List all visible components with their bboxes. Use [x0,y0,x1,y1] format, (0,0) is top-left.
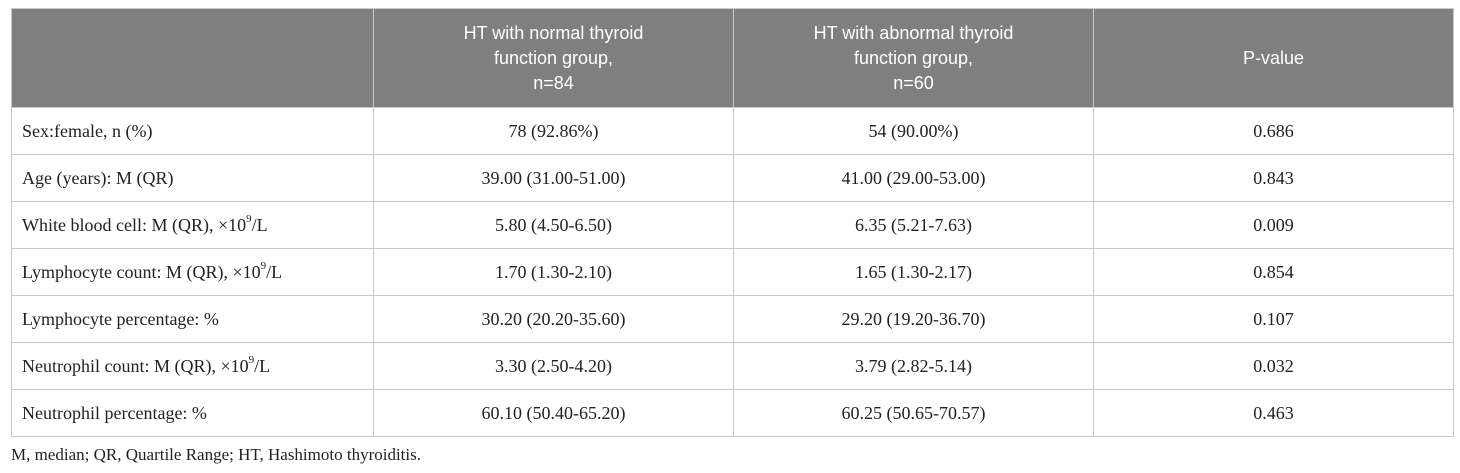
comparison-table: HT with normal thyroid function group, n… [11,8,1454,437]
table-row: Sex:female, n (%) 78 (92.86%) 54 (90.00%) 0… [11,107,1454,155]
p-value: 0.463 [1093,389,1454,437]
row-label-text: Sex:female, n (%) [22,120,153,141]
abnormal-group-value: 54 (90.00%) [733,107,1094,155]
table-row: Lymphocyte percentage: % 30.20 (20.20-35.… [11,295,1454,343]
p-value: 0.107 [1093,295,1454,343]
row-label: Lymphocyte percentage: % [11,295,374,343]
header-abnormal-line-1: HT with abnormal thyroid [813,22,1014,43]
header-empty-cell [11,8,374,108]
row-label: Sex:female, n (%) [11,107,374,155]
row-label-unit: /L [254,355,271,376]
row-label-text: White blood cell: M (QR), ×10 [22,214,247,235]
table-row: Neutrophil percentage: % 60.10 (50.40-65.… [11,389,1454,437]
p-value: 0.854 [1093,248,1454,296]
normal-group-value: 60.10 (50.40-65.20) [373,389,734,437]
abnormal-group-value: 41.00 (29.00-53.00) [733,154,1094,202]
row-label-text: Lymphocyte count: M (QR), ×10 [22,261,261,282]
header-normal-line-3: n=84 [533,72,574,93]
row-label: Age (years): M (QR) [11,154,374,202]
normal-group-value: 3.30 (2.50-4.20) [373,342,734,390]
header-abnormal-group: HT with abnormal thyroid function group,… [733,8,1094,108]
row-label: Neutrophil count: M (QR), ×109/L [11,342,374,390]
row-label-text: Age (years): M (QR) [22,167,174,188]
normal-group-value: 78 (92.86%) [373,107,734,155]
normal-group-value: 30.20 (20.20-35.60) [373,295,734,343]
row-label-unit: /L [266,261,283,282]
row-label-exponent: 9 [248,353,255,366]
table-row: Neutrophil count: M (QR), ×109/L 3.30 (2.… [11,342,1454,390]
abnormal-group-value: 3.79 (2.82-5.14) [733,342,1094,390]
header-normal-line-2: function group, [493,47,614,68]
header-abnormal-line-2: function group, [853,47,974,68]
p-value: 0.009 [1093,201,1454,249]
table-body: Sex:female, n (%) 78 (92.86%) 54 (90.00%) 0… [11,107,1454,437]
row-label-unit: /L [251,214,268,235]
row-label: White blood cell: M (QR), ×109/L [11,201,374,249]
row-label-text: Neutrophil count: M (QR), ×10 [22,355,249,376]
abnormal-group-value: 29.20 (19.20-36.70) [733,295,1094,343]
row-label-text: Lymphocyte percentage: % [22,308,219,329]
normal-group-value: 5.80 (4.50-6.50) [373,201,734,249]
p-value: 0.686 [1093,107,1454,155]
header-abnormal-line-3: n=60 [893,72,934,93]
normal-group-value: 39.00 (31.00-51.00) [373,154,734,202]
row-label-exponent: 9 [260,259,267,272]
data-table-container: HT with normal thyroid function group, n… [11,8,1454,437]
table-footnote: M, median; QR, Quartile Range; HT, Hashi… [11,445,421,464]
table-header-row: HT with normal thyroid function group, n… [11,8,1454,108]
header-p-value: P-value [1093,8,1454,108]
header-normal-line-1: HT with normal thyroid [463,22,644,43]
row-label: Neutrophil percentage: % [11,389,374,437]
row-label-text: Neutrophil percentage: % [22,402,207,423]
abnormal-group-value: 6.35 (5.21-7.63) [733,201,1094,249]
p-value: 0.032 [1093,342,1454,390]
row-label-exponent: 9 [246,212,252,225]
abnormal-group-value: 1.65 (1.30-2.17) [733,248,1094,296]
row-label: Lymphocyte count: M (QR), ×109/L [11,248,374,296]
table-row: Age (years): M (QR) 39.00 (31.00-51.00) 41… [11,154,1454,202]
p-value: 0.843 [1093,154,1454,202]
abnormal-group-value: 60.25 (50.65-70.57) [733,389,1094,437]
header-normal-group: HT with normal thyroid function group, n… [373,8,734,108]
table-row: White blood cell: M (QR), ×109/L 5.80 (4.… [11,201,1454,249]
table-row: Lymphocyte count: M (QR), ×109/L 1.70 (1.… [11,248,1454,296]
header-p-value-text: P-value [1242,47,1305,68]
normal-group-value: 1.70 (1.30-2.10) [373,248,734,296]
